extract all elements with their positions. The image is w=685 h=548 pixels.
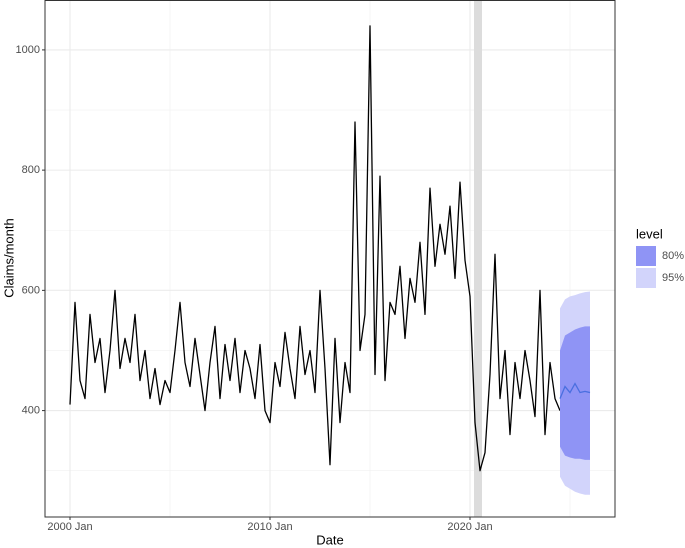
panel-border: [44, 0, 616, 518]
y-axis-title: Claims/month: [1, 218, 16, 297]
shaded-region: [474, 0, 482, 517]
x-axis-title: Date: [316, 532, 343, 547]
legend-swatch: [636, 268, 656, 288]
y-tick-label: 600: [22, 284, 40, 296]
x-tick-label: 2020 Jan: [447, 521, 492, 533]
legend-title: level: [636, 226, 663, 241]
y-tick-label: 1000: [16, 44, 40, 56]
legend-label: 80%: [662, 250, 684, 262]
x-tick-label: 2010 Jan: [247, 521, 292, 533]
x-tick-label: 2000 Jan: [47, 521, 92, 533]
legend-swatch: [636, 246, 656, 266]
y-tick-label: 800: [22, 164, 40, 176]
band-80: [560, 326, 590, 460]
forecast-line: [559, 382, 591, 399]
legend-label: 95%: [662, 272, 684, 284]
data-line: [69, 25, 561, 472]
y-tick-label: 400: [22, 405, 40, 417]
